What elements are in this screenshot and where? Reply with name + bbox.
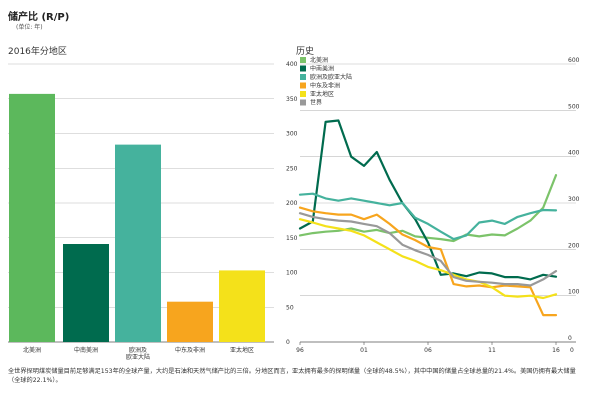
line-ytick-label: 600 bbox=[568, 57, 580, 64]
bar-category-label: 欧亚大陆 bbox=[126, 353, 150, 361]
line-xtick-label: 11 bbox=[488, 347, 496, 354]
series-line bbox=[298, 174, 558, 243]
bar-category-label: 中东及非洲 bbox=[175, 346, 205, 354]
legend-swatch bbox=[300, 91, 306, 97]
bar-category-label: 北美洲 bbox=[23, 346, 41, 354]
line-ytick-label: 400 bbox=[568, 150, 580, 157]
line-xtick-label: 06 bbox=[424, 347, 432, 354]
line-xtick-label: 16 bbox=[552, 347, 560, 354]
legend-swatch bbox=[300, 82, 306, 89]
legend-swatch bbox=[300, 57, 306, 63]
series-line bbox=[298, 218, 558, 300]
series-line bbox=[298, 212, 558, 287]
bar bbox=[9, 93, 55, 342]
legend-label: 中东及非洲 bbox=[310, 82, 340, 90]
series-line bbox=[298, 206, 558, 317]
bar-ytick-label: 400 bbox=[286, 61, 298, 68]
bar bbox=[63, 244, 109, 342]
series-line bbox=[298, 119, 558, 281]
legend-label: 世界 bbox=[310, 99, 322, 107]
line-xaxis-zero-label: 0 bbox=[570, 347, 574, 354]
bar-ytick-label: 100 bbox=[286, 270, 298, 277]
chart-title: 储产比 (R/P) bbox=[8, 12, 70, 23]
series-line bbox=[298, 192, 558, 241]
legend-label: 北美洲 bbox=[310, 56, 328, 64]
legend-label: 中南美洲 bbox=[310, 65, 334, 73]
line-ytick-label: 500 bbox=[568, 103, 580, 110]
line-ytick-label: 100 bbox=[568, 289, 580, 296]
legend-label: 欧洲及欧亚大陆 bbox=[310, 73, 352, 81]
legend-label: 亚太地区 bbox=[310, 90, 334, 98]
line-xtick-label: 96 bbox=[296, 347, 304, 354]
line-ytick-label: 300 bbox=[568, 196, 580, 203]
bar-ytick-label: 200 bbox=[286, 200, 298, 207]
bar-ytick-label: 250 bbox=[286, 165, 298, 172]
footnote: 全世界探明煤炭储量目前足够满足153年的全球产量，大约是石油和天然气储产比的三倍… bbox=[8, 368, 576, 384]
line-xtick-label: 01 bbox=[360, 347, 368, 354]
bar-ytick-label: 50 bbox=[286, 304, 294, 311]
legend-swatch bbox=[300, 65, 306, 72]
bar-ytick-label: 150 bbox=[286, 235, 298, 242]
line-panel-title: 历史 bbox=[296, 47, 315, 57]
unit-label: (单位: 年) bbox=[16, 24, 43, 31]
bar bbox=[219, 270, 265, 342]
legend-swatch bbox=[300, 74, 306, 80]
line-ytick-label: 200 bbox=[568, 242, 580, 249]
bar-category-label: 亚太地区 bbox=[230, 346, 254, 354]
bar bbox=[115, 144, 161, 342]
bar-ytick-label: 0 bbox=[286, 339, 290, 346]
legend-swatch bbox=[300, 99, 306, 106]
bar-category-label: 中南美洲 bbox=[74, 346, 98, 354]
bar-panel-title: 2016年分地区 bbox=[8, 47, 67, 57]
bar-ytick-label: 350 bbox=[286, 96, 298, 103]
bar-ytick-label: 300 bbox=[286, 131, 298, 138]
bar-category-label: 欧洲及 bbox=[129, 346, 147, 354]
bar bbox=[167, 301, 213, 342]
line-ytick-label: 0 bbox=[568, 335, 572, 342]
